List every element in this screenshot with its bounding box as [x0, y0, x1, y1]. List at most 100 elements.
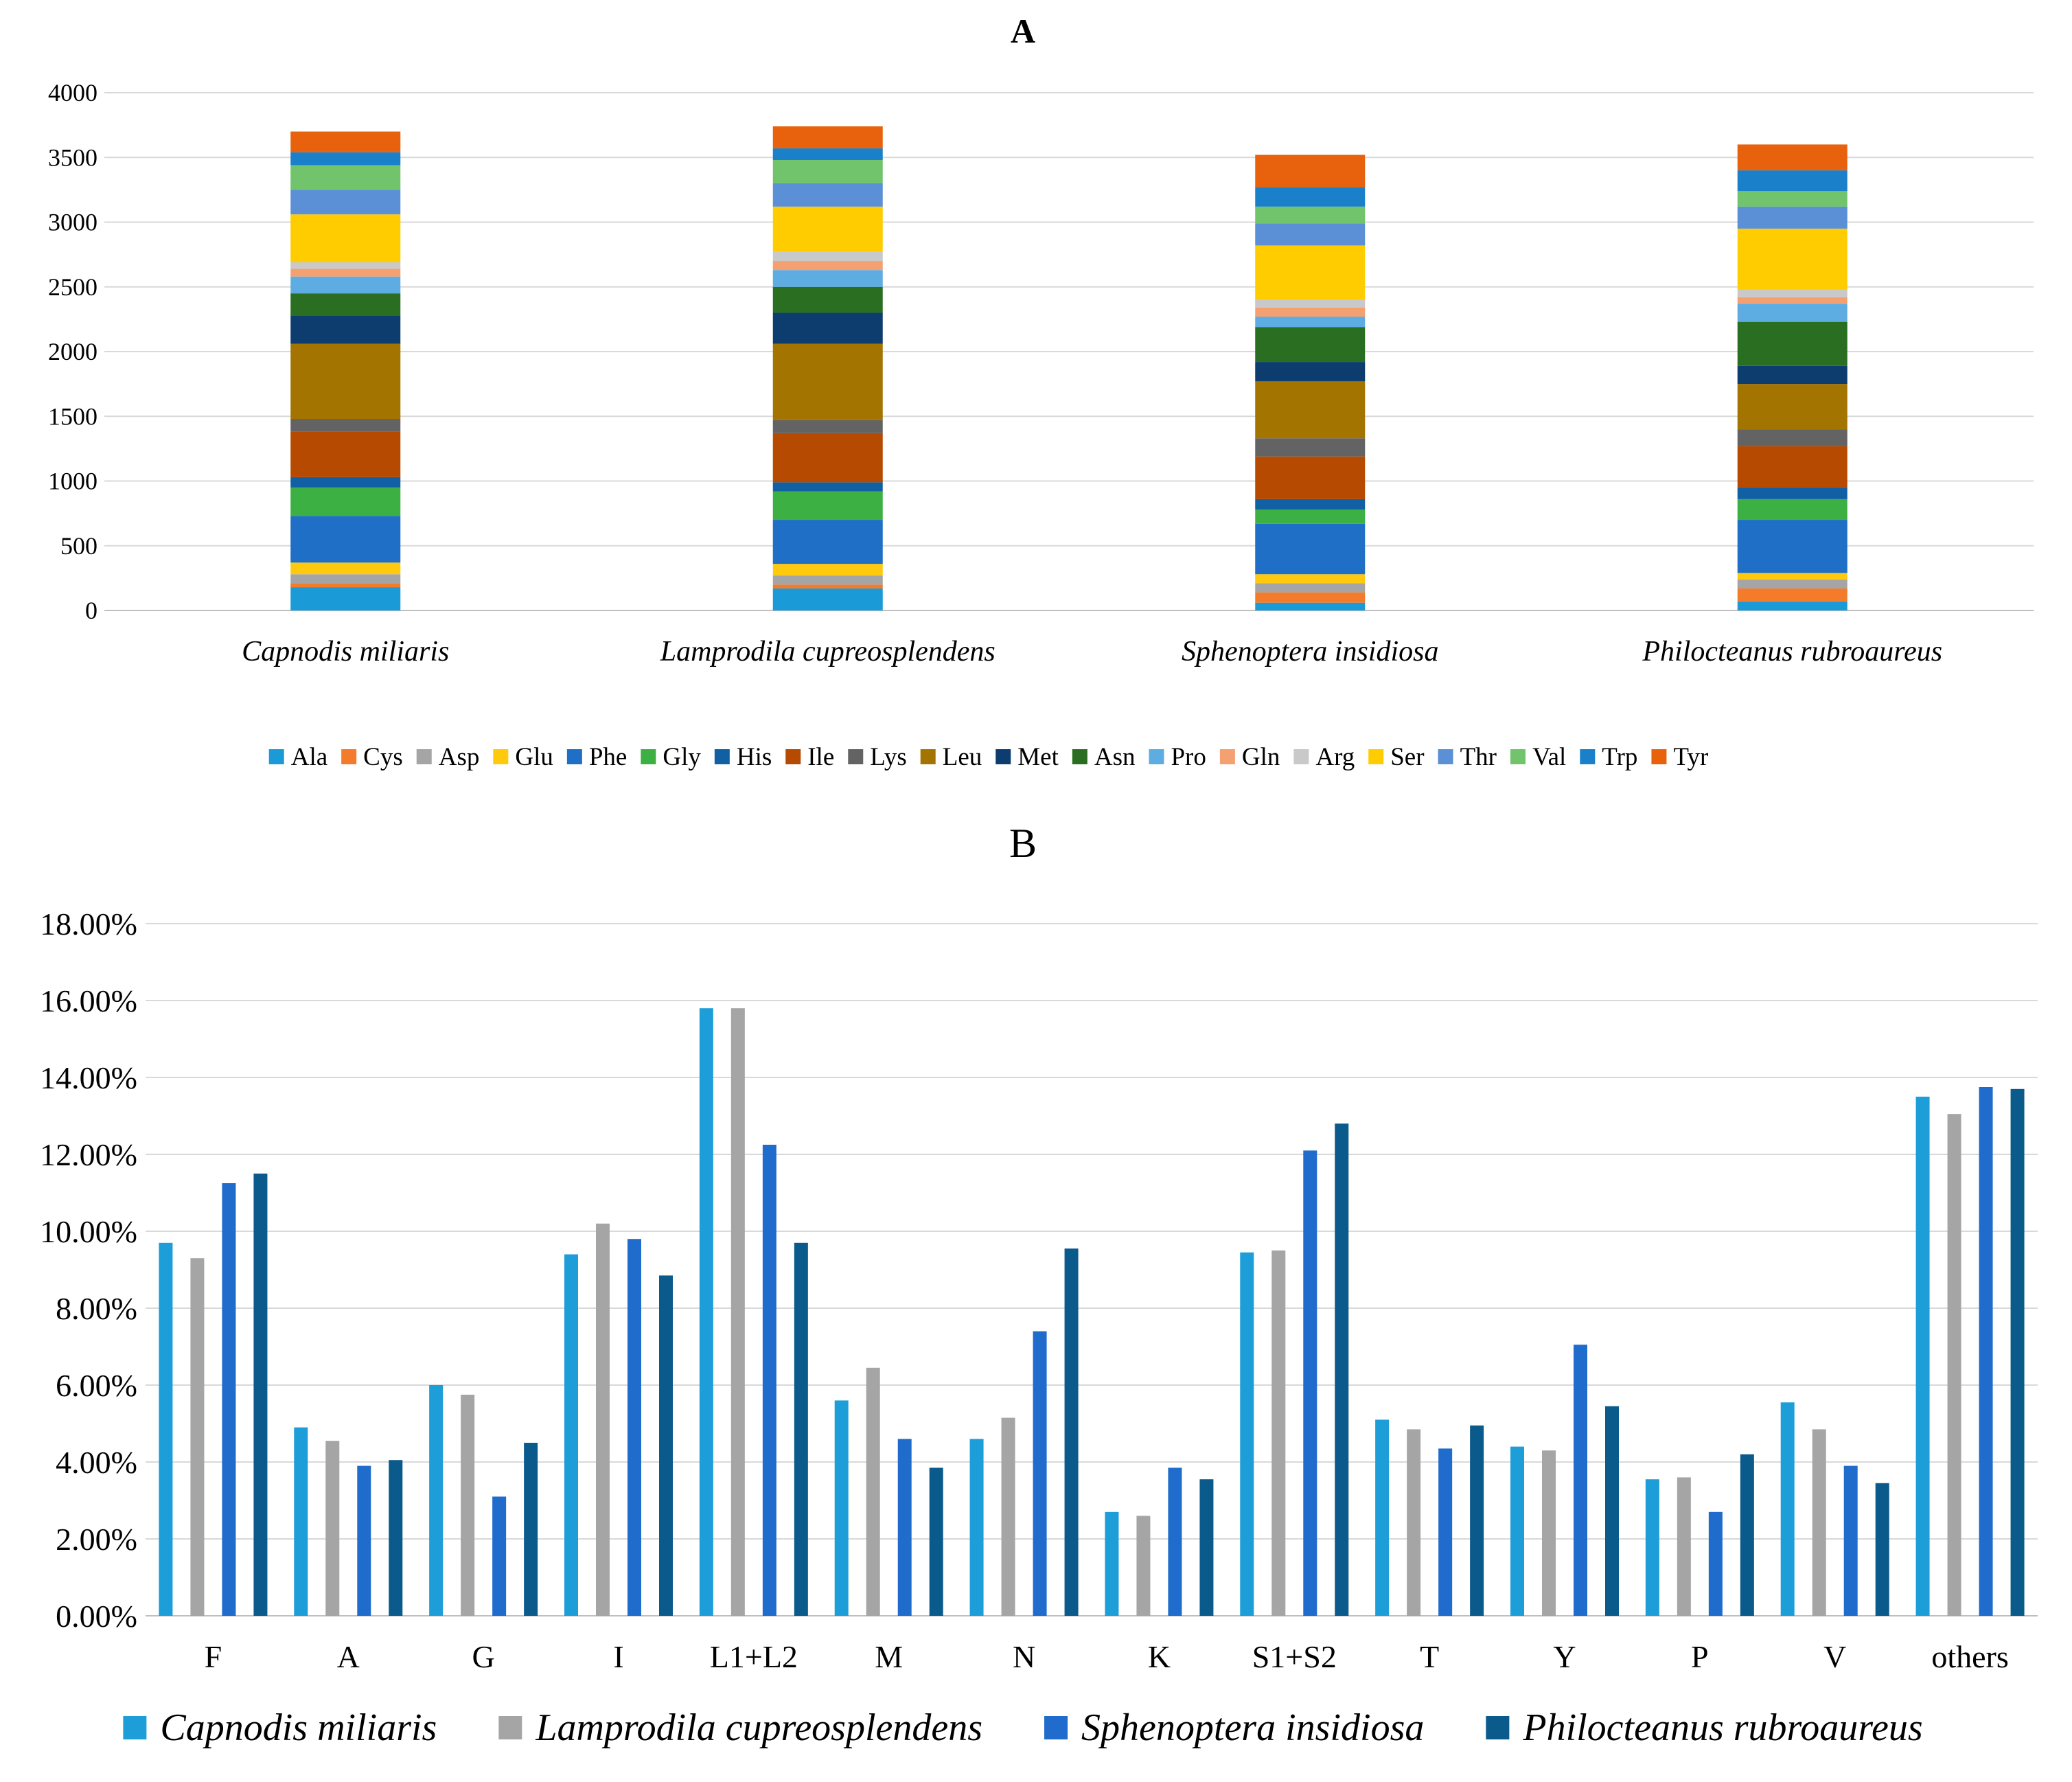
chart-a-legend-label: Asp [439, 743, 480, 771]
chart-b-x-tick-label: L1+L2 [710, 1639, 798, 1674]
chart-a-legend-swatch [341, 749, 357, 764]
chart-b-bar [1240, 1252, 1254, 1616]
chart-b-bar [1407, 1429, 1421, 1616]
chart-a-y-tick-label: 1500 [48, 402, 97, 430]
chart-a-bars [290, 126, 1847, 610]
chart-a-bar-segment [772, 312, 883, 344]
chart-a-bar-segment [290, 583, 401, 588]
chart-b-x-tick-label: V [1823, 1639, 1846, 1674]
chart-a-bar-segment [1737, 170, 1847, 192]
chart-a-legend-swatch [785, 749, 801, 764]
chart-a-legend-label: Tyr [1673, 743, 1708, 771]
chart-b-x-tick-label: A [337, 1639, 360, 1674]
chart-a-bar-segment [1255, 206, 1366, 224]
chart-b-bar [1542, 1450, 1556, 1616]
chart-a-bar-segment [290, 262, 401, 269]
chart-b-bar [461, 1395, 475, 1616]
chart-a-bar-segment [290, 487, 401, 516]
chart-a-legend-swatch [566, 749, 582, 764]
chart-a-bar-segment [1737, 206, 1847, 229]
chart-a-bar-segment [772, 126, 883, 149]
chart-a-bar-segment [290, 343, 401, 420]
chart-a-bar-segment [772, 286, 883, 313]
chart-a-bar-segment [1737, 588, 1847, 602]
chart-b-y-tick-label: 18.00% [40, 906, 137, 941]
chart-a-bar-segment [290, 477, 401, 488]
chart-a-bar-segment [1255, 574, 1366, 584]
chart-a-x-tick-label: Capnodis miliaris [242, 636, 449, 667]
chart-a-legend-swatch [1580, 749, 1596, 764]
chart-a-bar-segment [1737, 289, 1847, 297]
chart-b-bar [1645, 1479, 1659, 1616]
chart-b-bar [1740, 1454, 1754, 1616]
chart-a-bar-segment [1255, 499, 1366, 510]
chart-a-bar-segment [1737, 321, 1847, 366]
chart-b-x-tick-label: G [472, 1639, 495, 1674]
chart-b-legend-label: Philocteanus rubroaureus [1522, 1706, 1922, 1749]
chart-a-y-tick-label: 2000 [48, 338, 97, 365]
chart-b-bar [1168, 1467, 1182, 1616]
chart-a-bar-segment [1737, 384, 1847, 430]
chart-b-bar [1199, 1479, 1214, 1616]
chart-b-bar [1915, 1097, 1930, 1616]
chart-a-y-tick-label: 4000 [48, 79, 97, 106]
chart-b-bar [222, 1183, 236, 1616]
chart-b-bar [1677, 1477, 1691, 1616]
chart-b-bar [699, 1008, 713, 1616]
chart-a-bar-segment [1255, 307, 1366, 317]
chart-b-bar [1375, 1419, 1390, 1616]
chart-a-bar-segment [1737, 487, 1847, 499]
chart-b-legend-swatch [498, 1716, 522, 1739]
chart-a-legend-swatch [714, 749, 730, 764]
chart-b-bar [1064, 1248, 1079, 1616]
chart-b-bar [294, 1427, 308, 1616]
chart-b-bar [1979, 1087, 1993, 1616]
chart-a-bar-segment [1255, 583, 1366, 593]
chart-a-y-tick-label: 3000 [48, 209, 97, 236]
chart-b-bar [929, 1467, 943, 1616]
chart-b-bar [2010, 1088, 2025, 1616]
chart-b-legend-swatch [1486, 1716, 1510, 1739]
chart-b-bar [1574, 1345, 1587, 1616]
chart-a-legend-swatch [1293, 749, 1309, 764]
chart-a-legend-label: Cys [363, 743, 403, 771]
chart-a-bar-segment [290, 315, 401, 344]
chart-a-bar-segment [772, 433, 883, 483]
chart-b-bar [389, 1460, 403, 1616]
chart-a-bar-segment [772, 148, 883, 161]
chart-b-bars [159, 1008, 2025, 1616]
chart-b-x-tick-label: K [1148, 1639, 1171, 1674]
chart-a-legend-swatch [1510, 749, 1526, 764]
chart-a-bar-segment [1255, 245, 1366, 300]
chart-a-legend-swatch [641, 749, 656, 764]
chart-a-legend-swatch [920, 749, 936, 764]
chart-a-title: A [1011, 12, 1035, 50]
chart-a-bar-segment [1737, 520, 1847, 573]
chart-a-bar-segment [1737, 446, 1847, 488]
chart-b-y-tick-label: 12.00% [40, 1137, 137, 1172]
chart-b-bar [1303, 1150, 1317, 1616]
chart-a-legend-swatch [995, 749, 1011, 764]
chart-a-bar-segment [1255, 592, 1366, 603]
chart-a-legend-swatch [1651, 749, 1667, 764]
chart-b-bar [1105, 1511, 1119, 1616]
chart-a-bar-segment [1255, 155, 1366, 187]
chart-a-bar-segment [1255, 299, 1366, 308]
chart-a-bar-segment [1255, 438, 1366, 457]
chart-a-bar-segment [772, 261, 883, 271]
chart-b-bar [596, 1223, 610, 1616]
chart-a-bar-segment [772, 206, 883, 252]
chart-b-legend-swatch [123, 1716, 147, 1739]
chart-b-bar [492, 1496, 507, 1616]
chart-b-bar [564, 1254, 578, 1616]
chart-b-x-tick-label: Y [1553, 1639, 1576, 1674]
chart-a-y-tick-label: 2500 [48, 273, 97, 301]
chart-b-bar [794, 1242, 808, 1616]
chart-a-legend-label: Val [1532, 743, 1566, 771]
chart-a-bar-segment [772, 564, 883, 576]
chart-a-legend-swatch [1438, 749, 1453, 764]
chart-b-bar [1780, 1402, 1795, 1616]
chart-b-x-tick-label: T [1420, 1639, 1439, 1674]
chart-b-y-tick-label: 14.00% [40, 1060, 137, 1095]
